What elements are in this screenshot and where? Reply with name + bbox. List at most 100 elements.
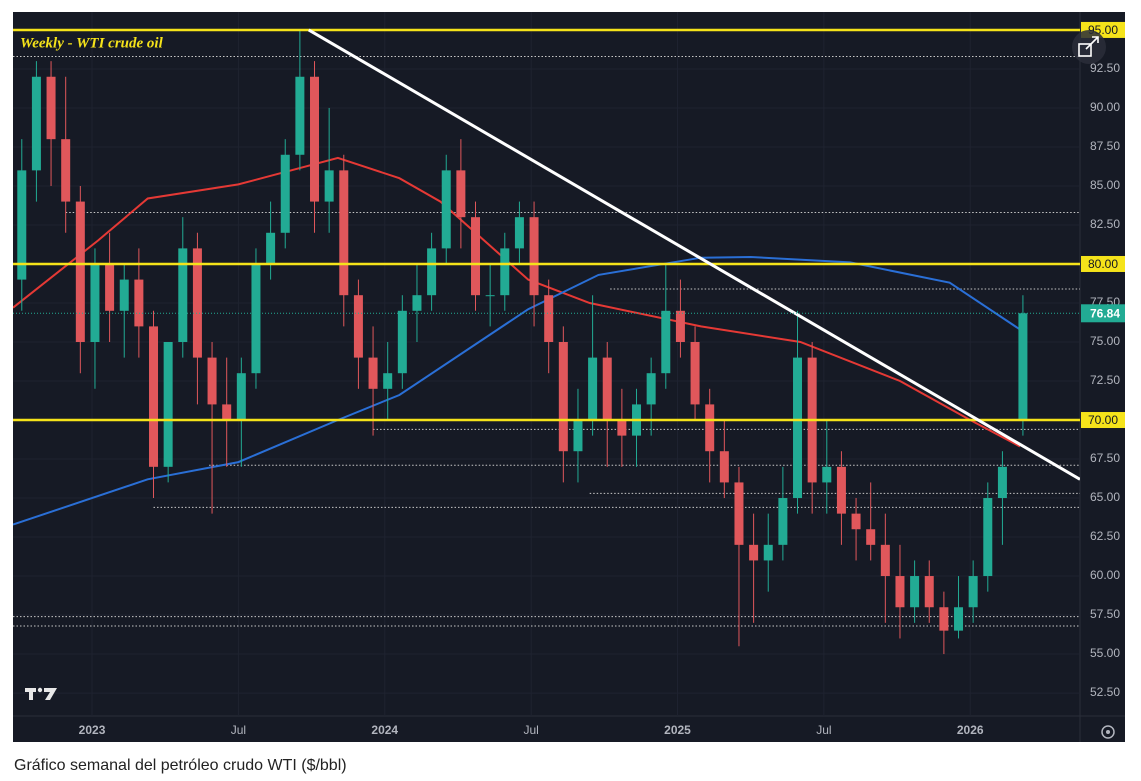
candle-body [31, 76, 41, 171]
candle-body [1018, 313, 1028, 421]
candle-body [778, 498, 788, 545]
settings-button[interactable] [1101, 725, 1115, 739]
candle-body [75, 201, 85, 342]
candle-body [192, 248, 202, 358]
y-tick-label: 57.50 [1090, 607, 1120, 621]
y-tick-label: 85.00 [1090, 178, 1120, 192]
moving-average [13, 156, 1021, 448]
candle-body [441, 170, 451, 249]
y-tick-label: 60.00 [1090, 568, 1120, 582]
level-label: 70.00 [1088, 413, 1118, 427]
candle-body [134, 279, 144, 327]
level-label-box [1081, 412, 1125, 429]
candle-body [397, 310, 407, 374]
y-tick-label: 72.50 [1090, 373, 1120, 387]
chart: 52.50 55.00 57.50 60.00 62.50 65.00 67.50 70.00… [13, 12, 1125, 742]
candle-body [602, 357, 612, 421]
x-tick-label: 2025 [664, 723, 691, 737]
caption: Gráfico semanal del petróleo crudo WTI (… [14, 757, 347, 774]
level-label: 80.00 [1088, 257, 1118, 271]
candle-body [880, 544, 890, 577]
candle-body [427, 248, 437, 296]
candle-body [514, 217, 524, 249]
candle-body [485, 295, 495, 297]
candle-body [661, 310, 671, 374]
candle-body [924, 576, 934, 608]
candle-body [46, 76, 56, 140]
y-tick-label: 52.50 [1090, 685, 1120, 699]
candle-body [997, 466, 1007, 499]
candle-body [588, 357, 598, 421]
candle-body [324, 170, 334, 202]
candle-body [968, 576, 978, 608]
candle-body [529, 217, 539, 296]
candle-body [368, 357, 378, 389]
y-tick-label: 82.50 [1090, 217, 1120, 231]
trendline [307, 28, 1080, 481]
candle-body [222, 404, 232, 421]
candle-body [251, 263, 261, 374]
candle-body [119, 279, 129, 311]
candle-body [280, 154, 290, 233]
y-tick-label: 65.00 [1090, 490, 1120, 504]
y-tick-label: 87.50 [1090, 139, 1120, 153]
candle-body [675, 310, 685, 342]
x-tick-label: 2023 [79, 723, 106, 737]
candle-body [500, 248, 510, 296]
candle-body [836, 466, 846, 514]
candle-body [339, 170, 349, 296]
last-price-label: 76.84 [1090, 306, 1120, 320]
x-tick-label: Jul [816, 723, 831, 737]
candle-body [954, 607, 964, 631]
candle-body [983, 498, 993, 577]
candle-body [383, 373, 393, 389]
plot-area [13, 28, 1080, 655]
candle-body [705, 404, 715, 452]
candle-body [763, 544, 773, 561]
candle-body [310, 76, 320, 202]
candle-body [61, 139, 71, 202]
y-tick-label: 55.00 [1090, 646, 1120, 660]
candle-body [734, 482, 744, 545]
y-tick-label: 90.00 [1090, 100, 1120, 114]
level-label-box [1081, 255, 1125, 272]
candle-body [573, 420, 583, 452]
candle-body [939, 607, 949, 631]
candle-body [412, 295, 422, 311]
candle-body [895, 576, 905, 608]
expand-button[interactable] [1072, 30, 1106, 64]
candle-body [822, 466, 832, 483]
x-tick-label: Jul [231, 723, 246, 737]
candle-body [295, 76, 305, 155]
candle-body [646, 373, 656, 405]
candle-body [17, 170, 27, 280]
x-tick-label: Jul [523, 723, 538, 737]
candle-body [910, 576, 920, 608]
candle-body [558, 342, 568, 452]
candle-body [544, 295, 554, 342]
candle-body [719, 451, 729, 483]
candle-body [471, 217, 481, 296]
candle-body [749, 544, 759, 561]
candle-body [353, 295, 363, 358]
y-tick-label: 75.00 [1090, 334, 1120, 348]
y-tick-label: 62.50 [1090, 529, 1120, 543]
candle-body [105, 263, 115, 311]
candle-body [793, 357, 803, 499]
chart-title: Weekly - WTI crude oil [20, 35, 164, 51]
candle-body [866, 529, 876, 545]
candle-body [266, 232, 276, 264]
y-tick-label: 67.50 [1090, 451, 1120, 465]
tradingview-logo [25, 687, 57, 700]
candle-body [149, 326, 159, 467]
x-tick-label: 2024 [371, 723, 398, 737]
axes: 52.50 55.00 57.50 60.00 62.50 65.00 67.50 70.00… [79, 21, 1125, 737]
y-tick-label: 92.50 [1090, 61, 1120, 75]
moving-average [13, 255, 1021, 526]
candle-body [178, 248, 188, 342]
candle-body [617, 420, 627, 436]
candle-body [456, 170, 466, 218]
candle-body [851, 513, 861, 530]
candle-body [207, 357, 217, 405]
